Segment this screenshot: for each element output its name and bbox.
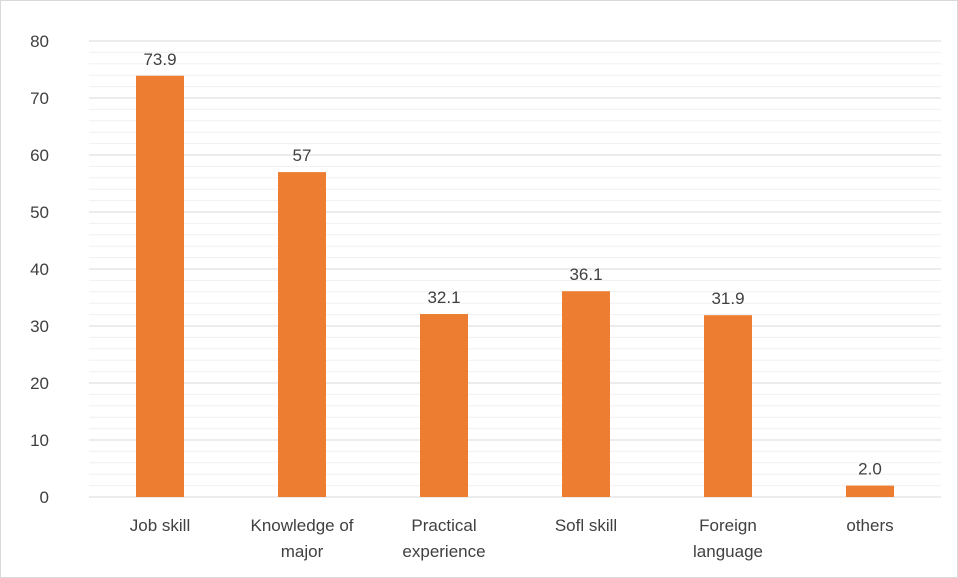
x-tick-label: Foreign language — [693, 516, 763, 561]
y-tick-label: 0 — [40, 488, 49, 507]
x-tick-label-line: Foreign — [699, 516, 757, 535]
y-tick-label: 80 — [30, 32, 49, 51]
x-tick-label-line: major — [281, 542, 324, 561]
x-tick-label: Job skill — [130, 516, 190, 535]
bars — [136, 75, 894, 498]
bar — [278, 172, 326, 497]
data-label: 32.1 — [427, 288, 460, 307]
y-axis: 0 10 20 30 40 50 60 70 80 — [30, 32, 49, 507]
data-label: 36.1 — [569, 265, 602, 284]
data-label: 2.0 — [858, 460, 882, 479]
x-tick-label-line: Practical — [411, 516, 476, 535]
bar — [846, 485, 894, 497]
x-tick-label: Knowledge of major — [250, 516, 353, 561]
y-tick-label: 40 — [30, 260, 49, 279]
x-tick-label: Practical experience — [402, 516, 485, 561]
bar — [704, 315, 752, 497]
y-tick-label: 20 — [30, 374, 49, 393]
y-tick-label: 70 — [30, 89, 49, 108]
bar — [420, 314, 468, 497]
data-label: 73.9 — [143, 50, 176, 69]
gridlines — [89, 40, 941, 498]
y-tick-label: 30 — [30, 317, 49, 336]
x-tick-label: Sofl skill — [555, 516, 617, 535]
data-labels: 73.9 57 32.1 36.1 31.9 2.0 — [143, 50, 881, 479]
x-tick-label-line: experience — [402, 542, 485, 561]
x-tick-label-line: Sofl skill — [555, 516, 617, 535]
bar — [562, 291, 610, 497]
y-tick-label: 10 — [30, 431, 49, 450]
y-tick-label: 50 — [30, 203, 49, 222]
x-tick-label-line: Job skill — [130, 516, 190, 535]
data-label: 57 — [293, 146, 312, 165]
y-tick-label: 60 — [30, 146, 49, 165]
bar — [136, 75, 184, 498]
x-tick-label-line: others — [846, 516, 893, 535]
x-tick-label: others — [846, 516, 893, 535]
data-label: 31.9 — [711, 289, 744, 308]
x-axis: Job skill Knowledge of major Practical exper… — [130, 516, 894, 561]
x-tick-label-line: Knowledge of — [250, 516, 353, 535]
x-tick-label-line: language — [693, 542, 763, 561]
